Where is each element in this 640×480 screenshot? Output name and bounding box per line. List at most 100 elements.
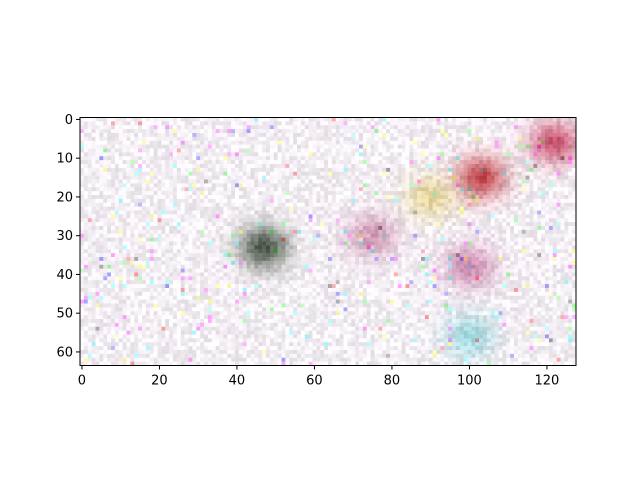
heatmap-cell: [436, 129, 441, 134]
heatmap-cell: [331, 237, 337, 242]
heatmap-cell: [374, 136, 379, 142]
heatmap-cell: [537, 237, 542, 242]
heatmap-cell: [525, 195, 530, 200]
heatmap-cell: [211, 233, 216, 238]
heatmap-cell: [393, 125, 399, 130]
heatmap-cell: [370, 218, 375, 223]
heatmap-cell: [568, 160, 573, 165]
heatmap-cell: [173, 198, 178, 204]
heatmap-cell: [436, 152, 441, 157]
heatmap-cell: [126, 237, 131, 242]
heatmap-cell: [134, 156, 139, 161]
heatmap-cell: [452, 237, 457, 242]
heatmap-cell: [401, 260, 406, 266]
heatmap-cell: [320, 175, 325, 180]
heatmap-cell: [397, 175, 402, 180]
heatmap-cell: [165, 206, 170, 211]
heatmap-cell: [134, 210, 139, 215]
heatmap-cell: [111, 202, 116, 207]
heatmap-cell: [83, 171, 89, 176]
heatmap-cell: [223, 175, 228, 180]
heatmap-cell: [517, 125, 523, 130]
heatmap-cell: [196, 229, 201, 235]
heatmap-cell: [138, 241, 143, 246]
heatmap-cell: [169, 156, 174, 161]
heatmap-cell: [99, 260, 104, 266]
heatmap-cell: [289, 198, 294, 204]
heatmap-cell: [467, 164, 472, 169]
heatmap-cell: [432, 117, 437, 122]
heatmap-cell: [409, 191, 414, 196]
heatmap-cell: [552, 183, 557, 188]
heatmap-cell: [452, 136, 457, 142]
heatmap-cell: [184, 233, 189, 238]
heatmap-cell: [564, 249, 569, 254]
heatmap-cell: [196, 171, 201, 176]
heatmap-cell: [393, 129, 399, 134]
heatmap-cell: [564, 152, 569, 157]
heatmap-cell: [541, 249, 546, 254]
heatmap-cell: [452, 241, 457, 246]
heatmap-cell: [103, 183, 108, 188]
heatmap-cell: [273, 191, 278, 196]
heatmap-cell: [254, 245, 259, 250]
heatmap-cell: [99, 222, 104, 227]
heatmap-cell: [413, 214, 418, 219]
heatmap-cell: [173, 140, 178, 145]
heatmap-cell: [452, 226, 457, 231]
heatmap-cell: [157, 175, 162, 180]
heatmap-cell: [339, 152, 344, 157]
heatmap-cell: [231, 260, 236, 266]
heatmap-cell: [250, 260, 255, 266]
heatmap-cell: [266, 167, 271, 173]
heatmap-cell: [463, 257, 468, 262]
heatmap-cell: [289, 260, 294, 266]
heatmap-cell: [269, 164, 275, 169]
heatmap-cell: [157, 144, 162, 149]
heatmap-cell: [266, 117, 271, 122]
heatmap-cell: [223, 152, 228, 157]
heatmap-cell: [343, 222, 348, 227]
heatmap-cell: [440, 167, 445, 173]
heatmap-cell: [227, 167, 232, 173]
heatmap-cell: [335, 171, 340, 176]
heatmap-cell: [266, 160, 271, 165]
heatmap-cell: [188, 183, 193, 188]
heatmap-cell: [331, 249, 337, 254]
heatmap-cell: [250, 183, 255, 188]
heatmap-cell: [87, 249, 92, 254]
heatmap-cell: [204, 152, 209, 157]
heatmap-cell: [285, 148, 290, 153]
heatmap-cell: [370, 160, 375, 165]
heatmap-cell: [180, 195, 185, 200]
heatmap-cell: [103, 164, 108, 169]
heatmap-cell: [331, 183, 337, 188]
heatmap-cell: [444, 264, 449, 269]
heatmap-cell: [459, 245, 464, 250]
heatmap-cell: [207, 179, 213, 184]
heatmap-cell: [459, 206, 464, 211]
heatmap-cell: [424, 237, 430, 242]
heatmap-cell: [428, 206, 433, 211]
heatmap-cell: [289, 171, 294, 176]
heatmap-cell: [238, 198, 244, 204]
heatmap-cell: [215, 187, 220, 192]
heatmap-cell: [521, 171, 526, 176]
heatmap-cell: [165, 191, 170, 196]
heatmap-cell: [320, 136, 325, 142]
heatmap-cell: [211, 156, 216, 161]
heatmap-cell: [486, 121, 492, 126]
heatmap-cell: [370, 264, 375, 269]
heatmap-cell: [118, 164, 123, 169]
heatmap-cell: [204, 175, 209, 180]
heatmap-cell: [548, 164, 554, 169]
heatmap-cell: [459, 210, 464, 215]
heatmap-cell: [432, 140, 437, 145]
heatmap-cell: [486, 140, 492, 145]
heatmap-cell: [390, 222, 395, 227]
heatmap-cell: [161, 152, 166, 157]
heatmap-cell: [107, 229, 112, 235]
heatmap-cell: [463, 167, 468, 173]
heatmap-cell: [436, 136, 441, 142]
heatmap-cell: [537, 156, 542, 161]
